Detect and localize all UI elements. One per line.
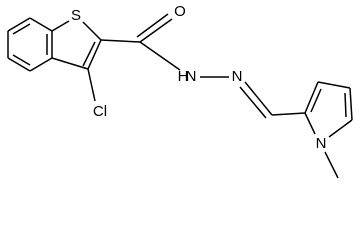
atom-label: S xyxy=(71,7,81,24)
atom-label: Cl xyxy=(93,103,107,120)
atom-label: N xyxy=(232,68,243,85)
atom-label: O xyxy=(174,3,186,20)
atom-label: N xyxy=(316,135,327,152)
bonds xyxy=(7,13,353,179)
atom-label: H xyxy=(178,68,189,85)
atom-label: N xyxy=(186,68,197,85)
structure-diagram: S O Cl N H N N xyxy=(7,3,353,179)
